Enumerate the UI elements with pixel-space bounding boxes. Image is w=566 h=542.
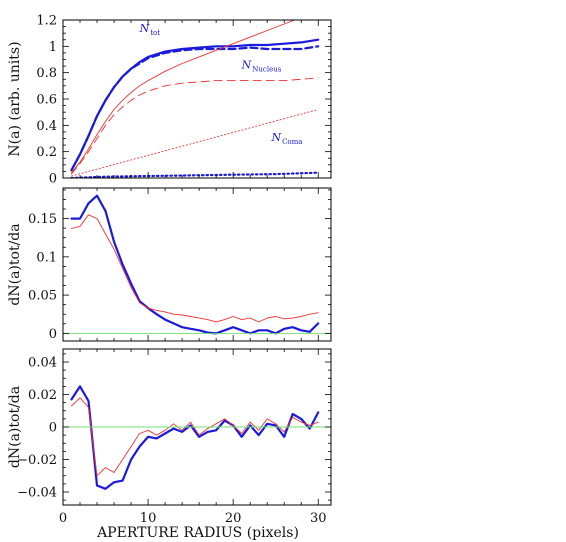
y-tick-label: 0 xyxy=(49,327,57,342)
series-line-red-solid-thin xyxy=(71,214,319,323)
x-tick-label: 30 xyxy=(310,511,327,526)
x-tick-label: 0 xyxy=(59,511,67,526)
y-tick-label: −0.04 xyxy=(17,486,57,501)
panels: 0 0.2 0.4 0.6 0.8 1 1.2 N(a) (arb. units) Ntot NN… xyxy=(7,14,332,526)
series-line-blue-dotted-thick xyxy=(70,171,320,178)
y-tick-label: 0.02 xyxy=(28,388,57,403)
y-tick-label: 1 xyxy=(49,40,57,55)
series-group xyxy=(63,194,331,335)
plot-frame xyxy=(62,187,332,342)
annotation-label: NComa xyxy=(270,131,302,146)
series-line-blue-solid-thick xyxy=(70,38,320,172)
x-axis-label: APERTURE RADIUS (pixels) xyxy=(96,525,299,541)
y-tick-label: 0.04 xyxy=(28,356,57,371)
y-axis-label: N(a) (arb. units) xyxy=(7,41,23,156)
panel-top: 0 0.2 0.4 0.6 0.8 1 1.2 N(a) (arb. units) Ntot NN… xyxy=(7,14,332,187)
series-line-blue-solid-thick xyxy=(70,385,320,490)
y-tick-label: 0.1 xyxy=(36,250,57,265)
y-tick-label: 0 xyxy=(49,172,57,187)
annotation-label: Ntot xyxy=(139,22,161,37)
series-group xyxy=(70,20,320,178)
y-tick-label: 0.05 xyxy=(28,289,57,304)
panel-bottom: −0.04 −0.02 0 0.02 0.04 dN(a)tot/da 0 10 20 30 xyxy=(7,348,332,526)
series-line-red-solid-thin xyxy=(71,397,319,477)
series-line-red-dashed-thin xyxy=(71,77,319,175)
annotation-label: NNucleus xyxy=(241,59,282,74)
series-line-red-solid-thin xyxy=(71,20,296,174)
y-axis-label: dN(a)tot/da xyxy=(7,386,23,468)
x-tick-label: 10 xyxy=(140,511,157,526)
series-line-blue-dashed-thick xyxy=(70,45,320,172)
y-tick-label: 0.15 xyxy=(28,212,57,227)
y-tick-label: 0.8 xyxy=(36,66,57,81)
y-tick-label: −0.02 xyxy=(17,453,57,468)
series-group xyxy=(63,385,331,490)
y-axis-label: dN(a)tot/da xyxy=(7,223,23,305)
series-line-red-dotted-thin xyxy=(71,109,319,177)
y-tick-label: 0 xyxy=(49,421,57,436)
x-tick-label: 20 xyxy=(225,511,242,526)
panel-middle: 0 0.05 0.1 0.15 dN(a)tot/da xyxy=(7,187,332,342)
y-tick-label: 1.2 xyxy=(36,14,57,29)
y-tick-label: 0.2 xyxy=(36,145,57,160)
y-tick-label: 0.4 xyxy=(36,119,57,134)
series-line-blue-solid-thick xyxy=(70,194,320,335)
y-tick-label: 0.6 xyxy=(36,93,57,108)
